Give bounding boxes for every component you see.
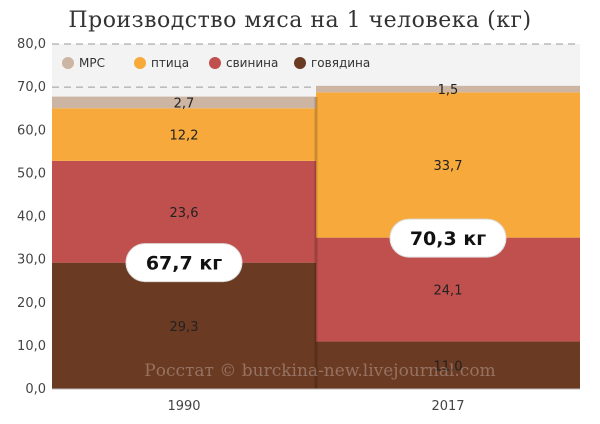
legend-label: свинина <box>226 56 278 70</box>
data-label: 24,1 <box>434 284 463 299</box>
bar-segment <box>316 85 580 93</box>
y-tick-label: 40,0 <box>17 210 46 225</box>
y-tick-label: 30,0 <box>17 253 46 268</box>
watermark: Росстат © burckina-new.livejournal.com <box>144 361 495 381</box>
total-label: 67,7 кг <box>146 253 222 275</box>
data-label: 2,7 <box>174 96 195 111</box>
legend-marker <box>134 57 146 69</box>
y-tick-label: 60,0 <box>17 123 46 138</box>
x-tick-label: 1990 <box>167 399 200 414</box>
bar-segment <box>316 92 580 238</box>
legend-marker <box>209 57 221 69</box>
bar-segment <box>52 262 316 389</box>
legend-marker <box>62 57 74 69</box>
y-tick-label: 10,0 <box>17 339 46 354</box>
bar-segment <box>52 108 316 161</box>
data-label: 12,2 <box>170 129 199 144</box>
y-tick-label: 20,0 <box>17 296 46 311</box>
y-tick-label: 50,0 <box>17 166 46 181</box>
y-tick-label: 80,0 <box>17 37 46 52</box>
bar-segment <box>52 96 316 109</box>
y-tick-label: 0,0 <box>25 382 46 397</box>
legend-label: МРС <box>79 56 105 70</box>
data-label: 23,6 <box>170 206 199 221</box>
data-label: 11,0 <box>434 359 463 374</box>
y-tick-label: 70,0 <box>17 80 46 95</box>
total-label: 70,3 кг <box>410 228 486 250</box>
x-tick-label: 2017 <box>431 399 464 414</box>
legend-marker <box>294 57 306 69</box>
total-badge <box>125 243 243 283</box>
total-badge <box>389 218 507 258</box>
data-label: 29,3 <box>170 320 199 335</box>
legend-label: птица <box>151 56 189 70</box>
data-label: 33,7 <box>434 159 463 174</box>
legend-label: говядина <box>311 56 370 70</box>
chart-title: Производство мяса на 1 человека (кг) <box>68 8 532 33</box>
bar-segment <box>316 341 580 389</box>
data-label: 1,5 <box>438 83 459 98</box>
